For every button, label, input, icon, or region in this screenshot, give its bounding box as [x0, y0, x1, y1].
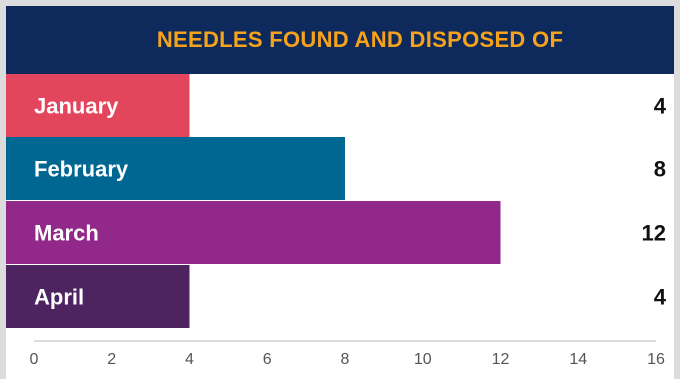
bar-label-march: March — [34, 221, 99, 246]
bar-label-february: February — [34, 157, 129, 182]
chart-title-bar: NEEDLES FOUND AND DISPOSED OF — [6, 6, 674, 74]
x-tick-label-10: 10 — [414, 351, 432, 368]
bar-label-january: January — [34, 94, 119, 119]
x-tick-label-6: 6 — [263, 351, 272, 368]
value-label-february: 8 — [654, 157, 666, 182]
x-tick-label-0: 0 — [30, 351, 39, 368]
bar-april — [6, 265, 190, 328]
x-tick-label-8: 8 — [341, 351, 350, 368]
x-tick-label-12: 12 — [492, 351, 510, 368]
value-label-april: 4 — [654, 285, 667, 310]
x-tick-label-4: 4 — [185, 351, 194, 368]
x-tick-label-2: 2 — [107, 351, 116, 368]
value-label-march: 12 — [642, 221, 666, 246]
value-label-january: 4 — [654, 94, 667, 119]
bar-february — [6, 137, 345, 200]
bar-january — [6, 74, 190, 137]
bar-label-april: April — [34, 285, 84, 310]
chart-title: NEEDLES FOUND AND DISPOSED OF — [156, 27, 564, 52]
x-tick-label-14: 14 — [569, 351, 587, 368]
x-tick-label-16: 16 — [647, 351, 665, 368]
bar-march — [6, 201, 501, 264]
